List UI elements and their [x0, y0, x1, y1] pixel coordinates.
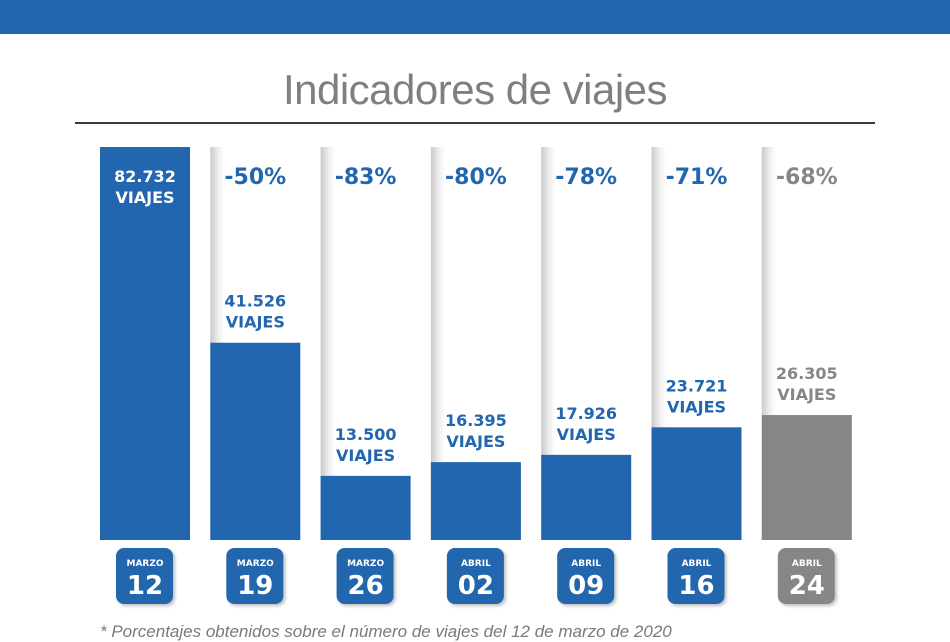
- bar: [430, 462, 521, 540]
- bar-value-label: 17.926: [555, 404, 617, 423]
- date-badge-day: 19: [237, 571, 273, 601]
- footnote: * Porcentajes obtenidos sobre el número …: [100, 622, 672, 641]
- date-badge-month: ABRIL: [682, 559, 712, 569]
- percent-change-label: -50%: [224, 165, 286, 190]
- bar-value-label: 26.305: [776, 364, 838, 383]
- date-badge-month: MARZO: [126, 559, 163, 569]
- date-badge: [557, 548, 615, 604]
- bar-value-label: 16.395: [445, 411, 507, 430]
- percent-change-label: -78%: [555, 165, 617, 190]
- date-badge-month: ABRIL: [571, 559, 601, 569]
- bar-unit-label: VIAJES: [226, 313, 285, 332]
- date-badge: [116, 548, 173, 604]
- bar-value-label: 41.526: [224, 292, 286, 311]
- bar-unit-label: VIAJES: [446, 432, 505, 451]
- bar: [210, 342, 301, 540]
- date-badge-month: ABRIL: [461, 559, 491, 569]
- bar-unit-label: VIAJES: [777, 385, 836, 404]
- date-badge-day: 16: [678, 571, 714, 601]
- bar: [320, 475, 411, 540]
- top-banner: [0, 0, 950, 34]
- percent-change-label: -68%: [776, 165, 838, 190]
- date-badge-day: 12: [127, 571, 163, 601]
- percent-change-label: -83%: [335, 165, 397, 190]
- date-badge: [777, 548, 835, 604]
- chart-title: Indicadores de viajes: [282, 66, 668, 113]
- bar-unit-label: VIAJES: [667, 397, 726, 416]
- date-badge-month: ABRIL: [792, 559, 822, 569]
- date-badge-month: MARZO: [237, 559, 274, 569]
- date-badge-month: MARZO: [347, 559, 384, 569]
- date-badge-day: 09: [568, 571, 604, 601]
- bar-unit-label: VIAJES: [557, 425, 616, 444]
- date-badge: [667, 548, 725, 604]
- bar-unit-label: VIAJES: [115, 188, 174, 207]
- bar-value-label: 82.732: [114, 167, 176, 186]
- bar-value-label: 23.721: [666, 376, 728, 395]
- date-badge-day: 24: [789, 571, 825, 601]
- bar: [100, 147, 190, 540]
- title-divider: [75, 122, 875, 124]
- bar: [761, 415, 852, 540]
- bar-track: [320, 147, 411, 540]
- date-badge-day: 26: [348, 571, 384, 601]
- date-badge: [336, 548, 394, 604]
- bar: [541, 454, 632, 540]
- bar: [651, 427, 742, 540]
- bar-unit-label: VIAJES: [336, 446, 395, 465]
- percent-change-label: -80%: [445, 165, 507, 190]
- date-badge: [446, 548, 504, 604]
- percent-change-label: -71%: [666, 165, 728, 190]
- bar-value-label: 13.500: [335, 425, 397, 444]
- date-badge: [226, 548, 284, 604]
- date-badge-day: 02: [458, 571, 494, 601]
